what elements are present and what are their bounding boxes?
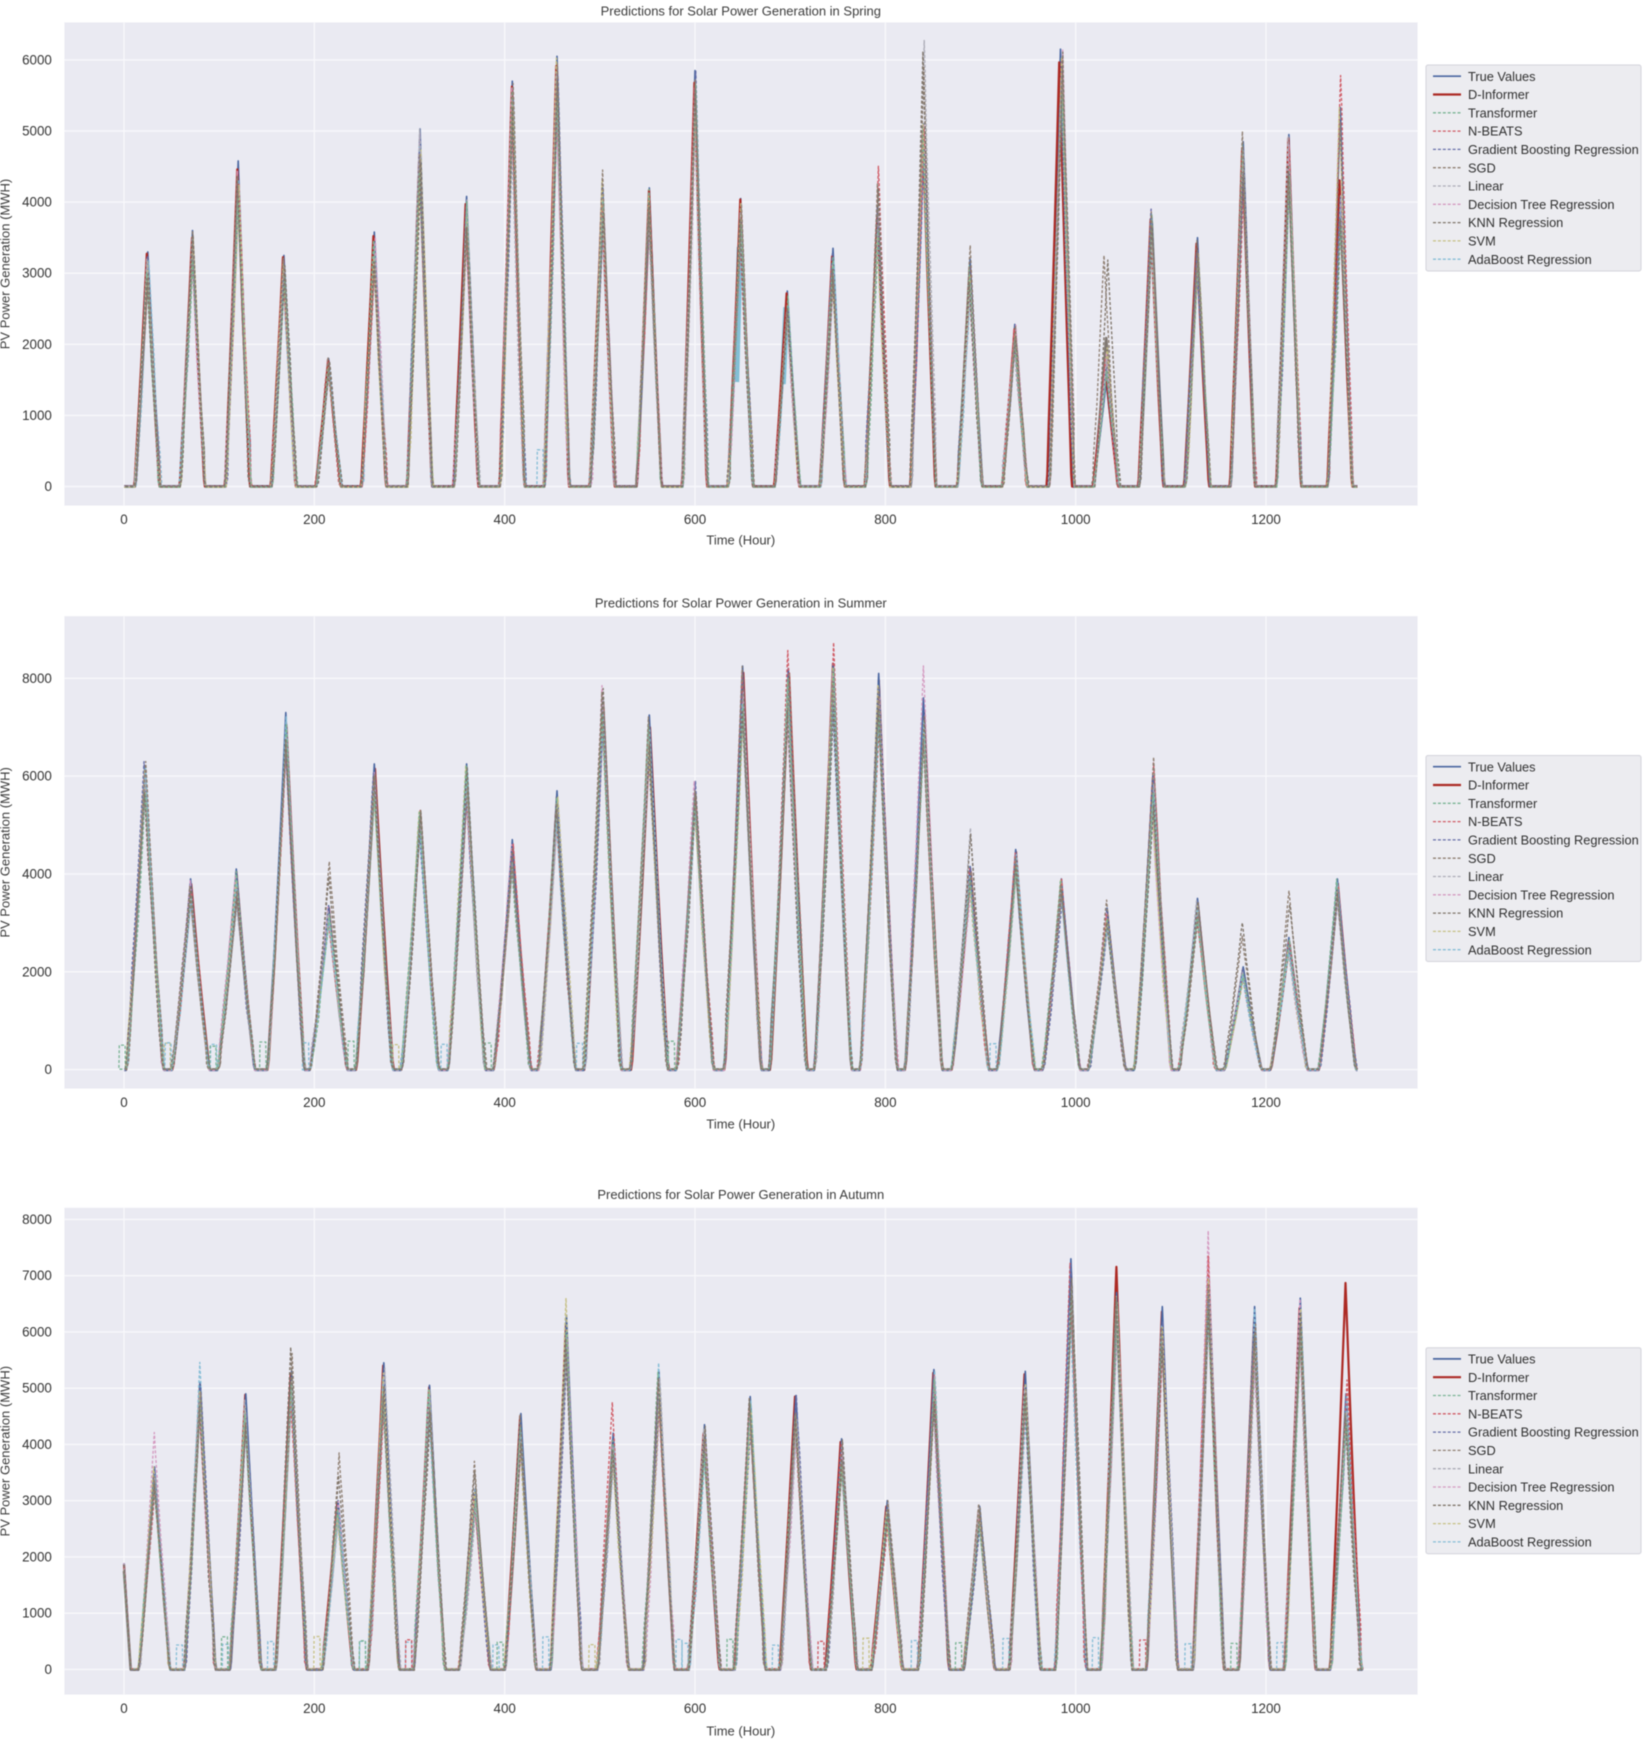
svg-text:2000: 2000	[22, 1549, 52, 1564]
svg-text:6000: 6000	[22, 52, 52, 67]
svg-text:5000: 5000	[22, 1381, 52, 1396]
svg-text:N-BEATS: N-BEATS	[1468, 1406, 1523, 1421]
svg-text:600: 600	[684, 1095, 706, 1110]
svg-text:True Values: True Values	[1468, 1352, 1536, 1367]
svg-text:1000: 1000	[22, 1606, 52, 1621]
svg-text:200: 200	[303, 512, 325, 527]
svg-text:1200: 1200	[1251, 1095, 1281, 1110]
svg-text:True Values: True Values	[1468, 759, 1536, 774]
svg-text:KNN Regression: KNN Regression	[1468, 906, 1563, 921]
svg-text:Decision Tree Regression: Decision Tree Regression	[1468, 197, 1615, 212]
svg-text:6000: 6000	[22, 1324, 52, 1339]
svg-text:600: 600	[684, 1701, 706, 1716]
svg-text:1000: 1000	[22, 408, 52, 423]
svg-text:1200: 1200	[1251, 1701, 1281, 1716]
svg-text:3000: 3000	[22, 266, 52, 281]
svg-text:Time (Hour): Time (Hour)	[706, 1723, 775, 1738]
svg-text:4000: 4000	[22, 867, 52, 882]
svg-text:Decision Tree Regression: Decision Tree Regression	[1468, 1480, 1615, 1495]
svg-text:SVM: SVM	[1468, 234, 1496, 249]
svg-text:8000: 8000	[22, 671, 52, 686]
svg-text:3000: 3000	[22, 1493, 52, 1508]
svg-text:PV Power Generation (MWH): PV Power Generation (MWH)	[0, 1366, 13, 1537]
svg-text:Gradient Boosting Regression: Gradient Boosting Regression	[1468, 1425, 1639, 1440]
svg-text:4000: 4000	[22, 1437, 52, 1452]
svg-text:1000: 1000	[1061, 1701, 1091, 1716]
svg-text:600: 600	[684, 512, 706, 527]
svg-text:SGD: SGD	[1468, 851, 1496, 866]
svg-text:200: 200	[303, 1701, 325, 1716]
svg-text:Predictions for Solar Power Ge: Predictions for Solar Power Generation i…	[601, 4, 881, 19]
svg-text:400: 400	[494, 1701, 516, 1716]
svg-text:2000: 2000	[22, 337, 52, 352]
svg-text:N-BEATS: N-BEATS	[1468, 124, 1523, 139]
svg-text:2000: 2000	[22, 964, 52, 979]
svg-text:800: 800	[874, 512, 896, 527]
svg-text:D-Informer: D-Informer	[1468, 87, 1530, 102]
svg-text:Linear: Linear	[1468, 869, 1504, 884]
svg-text:AdaBoost Regression: AdaBoost Regression	[1468, 942, 1592, 957]
svg-text:0: 0	[44, 479, 51, 494]
svg-text:6000: 6000	[22, 769, 52, 784]
svg-text:SGD: SGD	[1468, 1443, 1496, 1458]
svg-text:Predictions for Solar Power Ge: Predictions for Solar Power Generation i…	[597, 1187, 884, 1202]
svg-text:1200: 1200	[1251, 512, 1281, 527]
svg-text:True Values: True Values	[1468, 69, 1536, 84]
svg-text:KNN Regression: KNN Regression	[1468, 215, 1563, 230]
svg-text:Decision Tree Regression: Decision Tree Regression	[1468, 887, 1615, 902]
svg-text:0: 0	[120, 1095, 127, 1110]
svg-text:SVM: SVM	[1468, 924, 1496, 939]
svg-text:Transformer: Transformer	[1468, 1388, 1538, 1403]
svg-text:4000: 4000	[22, 195, 52, 210]
svg-text:Gradient Boosting Regression: Gradient Boosting Regression	[1468, 142, 1639, 157]
svg-text:800: 800	[874, 1095, 896, 1110]
svg-text:SVM: SVM	[1468, 1516, 1496, 1531]
svg-text:400: 400	[494, 1095, 516, 1110]
svg-text:D-Informer: D-Informer	[1468, 778, 1530, 793]
svg-text:Linear: Linear	[1468, 1461, 1504, 1476]
svg-text:800: 800	[874, 1701, 896, 1716]
svg-text:200: 200	[303, 1095, 325, 1110]
svg-text:D-Informer: D-Informer	[1468, 1370, 1530, 1385]
svg-text:0: 0	[120, 512, 127, 527]
svg-text:Time (Hour): Time (Hour)	[706, 1117, 775, 1132]
svg-text:Transformer: Transformer	[1468, 796, 1538, 811]
svg-text:AdaBoost Regression: AdaBoost Regression	[1468, 252, 1592, 267]
svg-text:8000: 8000	[22, 1212, 52, 1227]
svg-text:AdaBoost Regression: AdaBoost Regression	[1468, 1535, 1592, 1550]
svg-text:0: 0	[120, 1701, 127, 1716]
svg-text:PV Power Generation (MWH): PV Power Generation (MWH)	[0, 179, 13, 350]
svg-text:1000: 1000	[1061, 512, 1091, 527]
svg-text:SGD: SGD	[1468, 160, 1496, 175]
svg-text:Gradient Boosting Regression: Gradient Boosting Regression	[1468, 833, 1639, 848]
svg-text:5000: 5000	[22, 124, 52, 139]
svg-text:Transformer: Transformer	[1468, 105, 1538, 120]
svg-text:7000: 7000	[22, 1268, 52, 1283]
svg-text:400: 400	[494, 512, 516, 527]
svg-text:1000: 1000	[1061, 1095, 1091, 1110]
svg-text:PV Power Generation (MWH): PV Power Generation (MWH)	[0, 767, 13, 938]
svg-text:Linear: Linear	[1468, 179, 1504, 194]
svg-text:N-BEATS: N-BEATS	[1468, 814, 1523, 829]
svg-text:0: 0	[44, 1662, 51, 1677]
svg-text:Predictions for Solar Power Ge: Predictions for Solar Power Generation i…	[595, 595, 888, 610]
svg-text:KNN Regression: KNN Regression	[1468, 1498, 1563, 1513]
svg-text:Time (Hour): Time (Hour)	[706, 533, 775, 548]
svg-text:0: 0	[44, 1062, 51, 1077]
